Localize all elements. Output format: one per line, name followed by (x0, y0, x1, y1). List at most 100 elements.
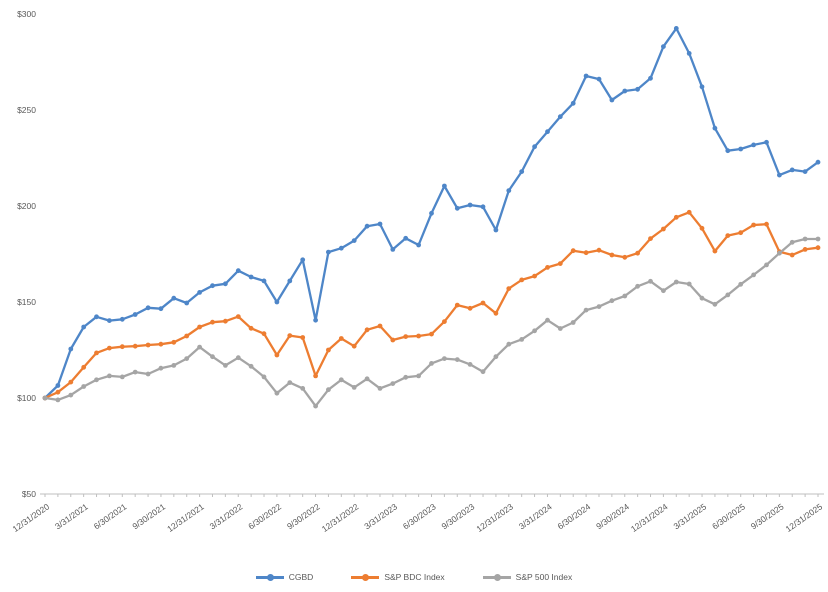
x-axis-tick-label: 6/30/2021 (92, 501, 129, 531)
series-sp-bdc-index-marker (68, 379, 74, 385)
series-sp500-index-marker (55, 397, 61, 403)
series-sp500-index-marker (725, 292, 731, 298)
series-sp500-index-marker (248, 363, 254, 369)
series-sp-bdc-index-marker (313, 373, 318, 379)
series-sp500-index-marker (119, 374, 125, 380)
series-sp500-index-marker (42, 395, 48, 401)
x-axis-tick-label: 12/31/2022 (320, 501, 361, 534)
series-sp500-index-marker (673, 279, 679, 285)
series-sp500-index-line (43, 237, 820, 408)
cgbd-line-swatch (255, 573, 284, 581)
series-cgbd-marker (545, 129, 550, 135)
series-sp500-index-marker (622, 293, 628, 299)
series-sp-bdc-index-marker (686, 209, 692, 215)
series-cgbd-marker (519, 169, 525, 175)
series-cgbd-marker (184, 300, 190, 306)
series-sp-bdc-index-marker (789, 252, 795, 258)
series-sp500-index-marker (751, 272, 756, 278)
series-cgbd-marker (789, 167, 795, 173)
y-axis-tick-label: $250 (17, 105, 36, 115)
series-sp500-index-marker (609, 298, 615, 304)
series-cgbd-marker (622, 88, 628, 94)
series-sp-bdc-index-marker (519, 277, 525, 283)
series-sp-bdc-index-marker (248, 325, 254, 331)
series-cgbd-marker (777, 172, 782, 178)
series-cgbd-marker (351, 238, 357, 244)
series-sp500-index-marker (313, 403, 318, 409)
series-sp-bdc-index-marker (197, 324, 203, 330)
legend-label-sp500-index: S&P 500 Index (515, 571, 573, 582)
series-sp500-index-marker (635, 283, 640, 289)
series-cgbd-marker (287, 278, 293, 284)
series-sp-bdc-index-marker (403, 334, 409, 339)
series-cgbd-marker (661, 44, 666, 49)
series-cgbd-marker (699, 84, 705, 90)
x-axis-tick-label: 9/30/2023 (440, 501, 477, 531)
series-sp-bdc-index-marker (661, 226, 666, 232)
x-axis-tick-label: 3/31/2024 (517, 501, 554, 531)
x-axis-tick-label: 3/31/2021 (53, 501, 90, 531)
series-cgbd-marker (557, 114, 563, 120)
series-cgbd-marker (815, 159, 821, 165)
series-cgbd-marker (738, 146, 744, 152)
series-sp-bdc-index-marker (326, 347, 331, 353)
series-sp500-index-marker (493, 354, 499, 360)
x-axis-tick-label: 3/31/2025 (671, 501, 708, 531)
series-cgbd-marker (570, 100, 576, 106)
series-cgbd-marker (300, 257, 306, 263)
series-sp-bdc-index-marker (300, 335, 306, 340)
series-sp-bdc-index-marker (815, 245, 821, 251)
series-sp500-index-marker (429, 361, 434, 366)
legend-item-sp500-index[interactable]: S&P 500 Index (482, 571, 573, 582)
series-sp500-index-marker (777, 250, 782, 256)
y-axis-tick-label: $50 (22, 489, 36, 499)
y-axis-labels: $300 $250 $200 $150 $100 $50 (17, 9, 36, 499)
series-sp-bdc-index-marker (145, 342, 151, 348)
series-cgbd-marker (313, 317, 318, 323)
series-sp500-index-marker (506, 341, 512, 347)
series-sp-bdc-index-marker (261, 331, 267, 337)
series-sp-bdc-index-marker (442, 319, 447, 324)
series-sp500-index-marker (442, 356, 447, 361)
y-axis-tick-label: $150 (17, 297, 36, 307)
series-cgbd-marker (81, 324, 87, 330)
series-sp500-index-marker (184, 356, 190, 361)
sp-bdc-line-swatch (351, 573, 380, 581)
series-sp-bdc-index-marker (235, 314, 241, 319)
series-sp500-index-marker (94, 377, 99, 383)
legend-label-cgbd: CGBD (288, 571, 314, 582)
series-sp-bdc-index-marker (184, 333, 190, 339)
series-sp500-index-marker (596, 304, 602, 309)
x-axis-tick-label: 6/30/2022 (246, 501, 283, 531)
legend-item-sp-bdc-index[interactable]: S&P BDC Index (351, 573, 445, 582)
series-cgbd-marker (506, 188, 512, 194)
y-axis-tick-label: $300 (17, 9, 36, 19)
series-sp-bdc-index-marker (107, 345, 112, 351)
series-sp-bdc-index-marker (94, 350, 99, 356)
series-sp500-index-marker (815, 236, 821, 242)
series-sp-bdc-index-marker (132, 343, 138, 349)
series-sp-bdc-index-marker (532, 273, 537, 279)
series-sp-bdc-index-marker (429, 331, 434, 337)
series-sp-bdc-index-marker (648, 236, 653, 242)
series-sp500-index-marker (764, 262, 769, 268)
series-sp500-index-marker (145, 371, 151, 377)
series-sp500-index-marker (712, 301, 718, 307)
series-sp500-index-marker (699, 295, 705, 301)
series-cgbd-marker (171, 295, 177, 301)
series-sp500-index-marker (132, 369, 138, 375)
series-sp500-index-marker (171, 363, 177, 368)
series-cgbd-marker (480, 204, 486, 210)
series-sp500-index-marker (738, 281, 744, 287)
legend-item-cgbd[interactable]: CGBD (255, 571, 314, 582)
series-cgbd-marker (429, 210, 434, 216)
series-sp-bdc-index (42, 209, 821, 401)
series-cgbd-marker (338, 245, 344, 251)
series-sp500-index-marker (648, 278, 653, 284)
x-axis-tick-label: 6/30/2025 (710, 501, 747, 531)
series-sp500-index-marker (416, 373, 421, 379)
series-sp500-index-marker (68, 392, 74, 398)
series-sp-bdc-index-marker (802, 247, 808, 252)
sp500-line-swatch (482, 573, 511, 581)
series-cgbd-marker (609, 97, 615, 103)
